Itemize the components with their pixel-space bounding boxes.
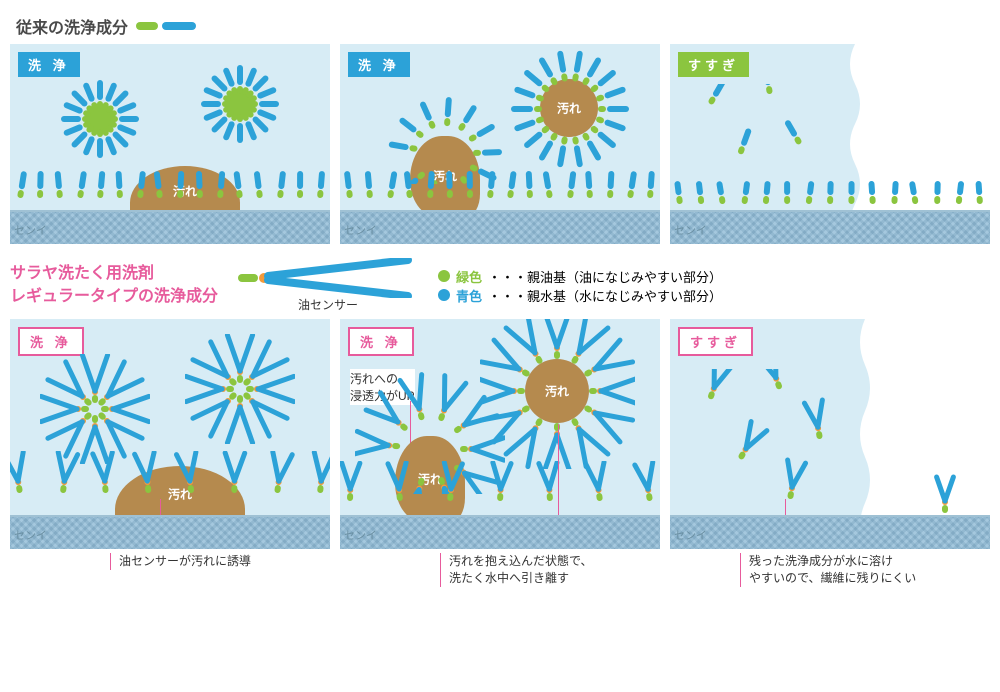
fiber-label: センイ (14, 527, 47, 543)
bottom-panel-3: すすぎ 脱 水 センイ (670, 319, 990, 549)
legend-green: 緑色 ・・・親油基（油になじみやすい部分） (438, 267, 722, 286)
surfactant-row-icon (340, 166, 660, 216)
color-legend: 緑色 ・・・親油基（油になじみやすい部分） 青色 ・・・親水基（水になじみやすい… (438, 267, 722, 305)
panel-label-rinse: すすぎ (678, 327, 753, 356)
fiber-label: センイ (674, 527, 707, 543)
fiber-strip (10, 515, 330, 549)
bottom-col-3: すすぎ 脱 水 センイ 残った洗浄成分が水に溶け やすいので、繊維に残りにくい (670, 319, 990, 587)
micelle-icon (60, 79, 140, 159)
top-row: 洗 浄 汚れ センイ 洗 浄 汚れ 汚れ センイ (10, 44, 990, 244)
bottom-panel-2: 洗 浄 汚れへの 浸透力がUP 汚れ 汚れ センイ (340, 319, 660, 549)
fiber-strip (670, 515, 990, 549)
panel-caption: 油センサーが汚れに誘導 (110, 553, 330, 570)
middle-legend: サラヤ洗たく用洗剤 レギュラータイプの洗浄成分 油センサー 緑色 ・・・親油基（… (10, 258, 990, 313)
residual-v-surfactant-icon (680, 369, 860, 519)
bottom-col-2: 洗 浄 汚れへの 浸透力がUP 汚れ 汚れ センイ 汚れを抱え込んだ状態で、 洗… (340, 319, 660, 587)
fiber-strip (340, 210, 660, 244)
v-surfactant-row-icon (340, 461, 660, 521)
blue-dot-icon (438, 289, 450, 301)
fiber-label: センイ (344, 222, 377, 238)
fiber-label: センイ (14, 222, 47, 238)
panel-label: 洗 浄 (18, 52, 80, 77)
fiber-label: センイ (674, 222, 707, 238)
saraya-surfactant-icon (238, 258, 418, 298)
bottom-col-1: 洗 浄 汚れ センイ 油センサーが汚れに誘導 (10, 319, 330, 587)
legend-blue: 青色 ・・・親水基（水になじみやすい部分） (438, 286, 722, 305)
panel-label: 洗 浄 (348, 327, 414, 356)
green-dot-icon (438, 270, 450, 282)
fiber-strip (10, 210, 330, 244)
bottom-panel-1: 洗 浄 汚れ センイ (10, 319, 330, 549)
oil-sensor-diagram: 油センサー (238, 258, 418, 313)
top-panel-3: すすぎ 脱 水 センイ (670, 44, 990, 244)
saraya-micelle-icon (185, 334, 295, 444)
fiber-strip (340, 515, 660, 549)
saraya-micelle-icon (40, 354, 150, 464)
fiber-label: センイ (344, 527, 377, 543)
bottom-row: 洗 浄 汚れ センイ 油センサーが汚れに誘導 洗 浄 汚れへの 浸透力がUP 汚… (10, 319, 990, 587)
panel-caption: 残った洗浄成分が水に溶け やすいので、繊維に残りにくい (740, 553, 990, 587)
surfactant-row-icon (10, 166, 330, 216)
micelle-around-dirt-icon (510, 49, 630, 169)
top-panel-1: 洗 浄 汚れ センイ (10, 44, 330, 244)
panel-label: 洗 浄 (18, 327, 84, 356)
bottom-section-title: サラヤ洗たく用洗剤 レギュラータイプの洗浄成分 (10, 263, 218, 308)
v-surfactant-row-icon (10, 451, 330, 521)
fiber-strip (670, 210, 990, 244)
micelle-icon (200, 64, 280, 144)
single-v-surfactant-icon (925, 471, 975, 521)
panel-label: 洗 浄 (348, 52, 410, 77)
panel-label-rinse: すすぎ (678, 52, 749, 77)
top-title-text: 従来の洗浄成分 (16, 14, 128, 38)
oil-sensor-label: 油センサー (298, 296, 358, 313)
top-panel-2: 洗 浄 汚れ 汚れ センイ (340, 44, 660, 244)
top-section-title: 従来の洗浄成分 (16, 14, 990, 38)
conventional-surfactant-icon (136, 17, 196, 35)
panel-caption: 汚れを抱え込んだ状態で、 洗たく水中へ引き離す (440, 553, 660, 587)
